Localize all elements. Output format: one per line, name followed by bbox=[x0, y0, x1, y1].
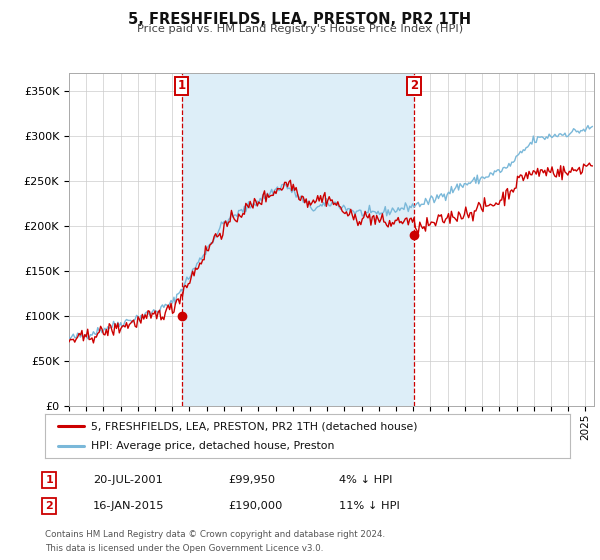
Bar bbox=[182, 73, 414, 406]
Text: 20-JUL-2001: 20-JUL-2001 bbox=[93, 475, 163, 485]
Text: 5, FRESHFIELDS, LEA, PRESTON, PR2 1TH (detached house): 5, FRESHFIELDS, LEA, PRESTON, PR2 1TH (d… bbox=[91, 421, 418, 431]
Text: 4% ↓ HPI: 4% ↓ HPI bbox=[339, 475, 392, 485]
Text: 2: 2 bbox=[46, 501, 53, 511]
Text: £190,000: £190,000 bbox=[228, 501, 283, 511]
Text: 16-JAN-2015: 16-JAN-2015 bbox=[93, 501, 164, 511]
Text: £99,950: £99,950 bbox=[228, 475, 275, 485]
Text: 1: 1 bbox=[178, 80, 186, 92]
Text: Contains HM Land Registry data © Crown copyright and database right 2024.: Contains HM Land Registry data © Crown c… bbox=[45, 530, 385, 539]
Text: 2: 2 bbox=[410, 80, 418, 92]
Text: 5, FRESHFIELDS, LEA, PRESTON, PR2 1TH: 5, FRESHFIELDS, LEA, PRESTON, PR2 1TH bbox=[128, 12, 472, 27]
Text: Price paid vs. HM Land Registry's House Price Index (HPI): Price paid vs. HM Land Registry's House … bbox=[137, 24, 463, 34]
Text: HPI: Average price, detached house, Preston: HPI: Average price, detached house, Pres… bbox=[91, 441, 335, 451]
Text: 1: 1 bbox=[46, 475, 53, 485]
Text: This data is licensed under the Open Government Licence v3.0.: This data is licensed under the Open Gov… bbox=[45, 544, 323, 553]
Text: 11% ↓ HPI: 11% ↓ HPI bbox=[339, 501, 400, 511]
